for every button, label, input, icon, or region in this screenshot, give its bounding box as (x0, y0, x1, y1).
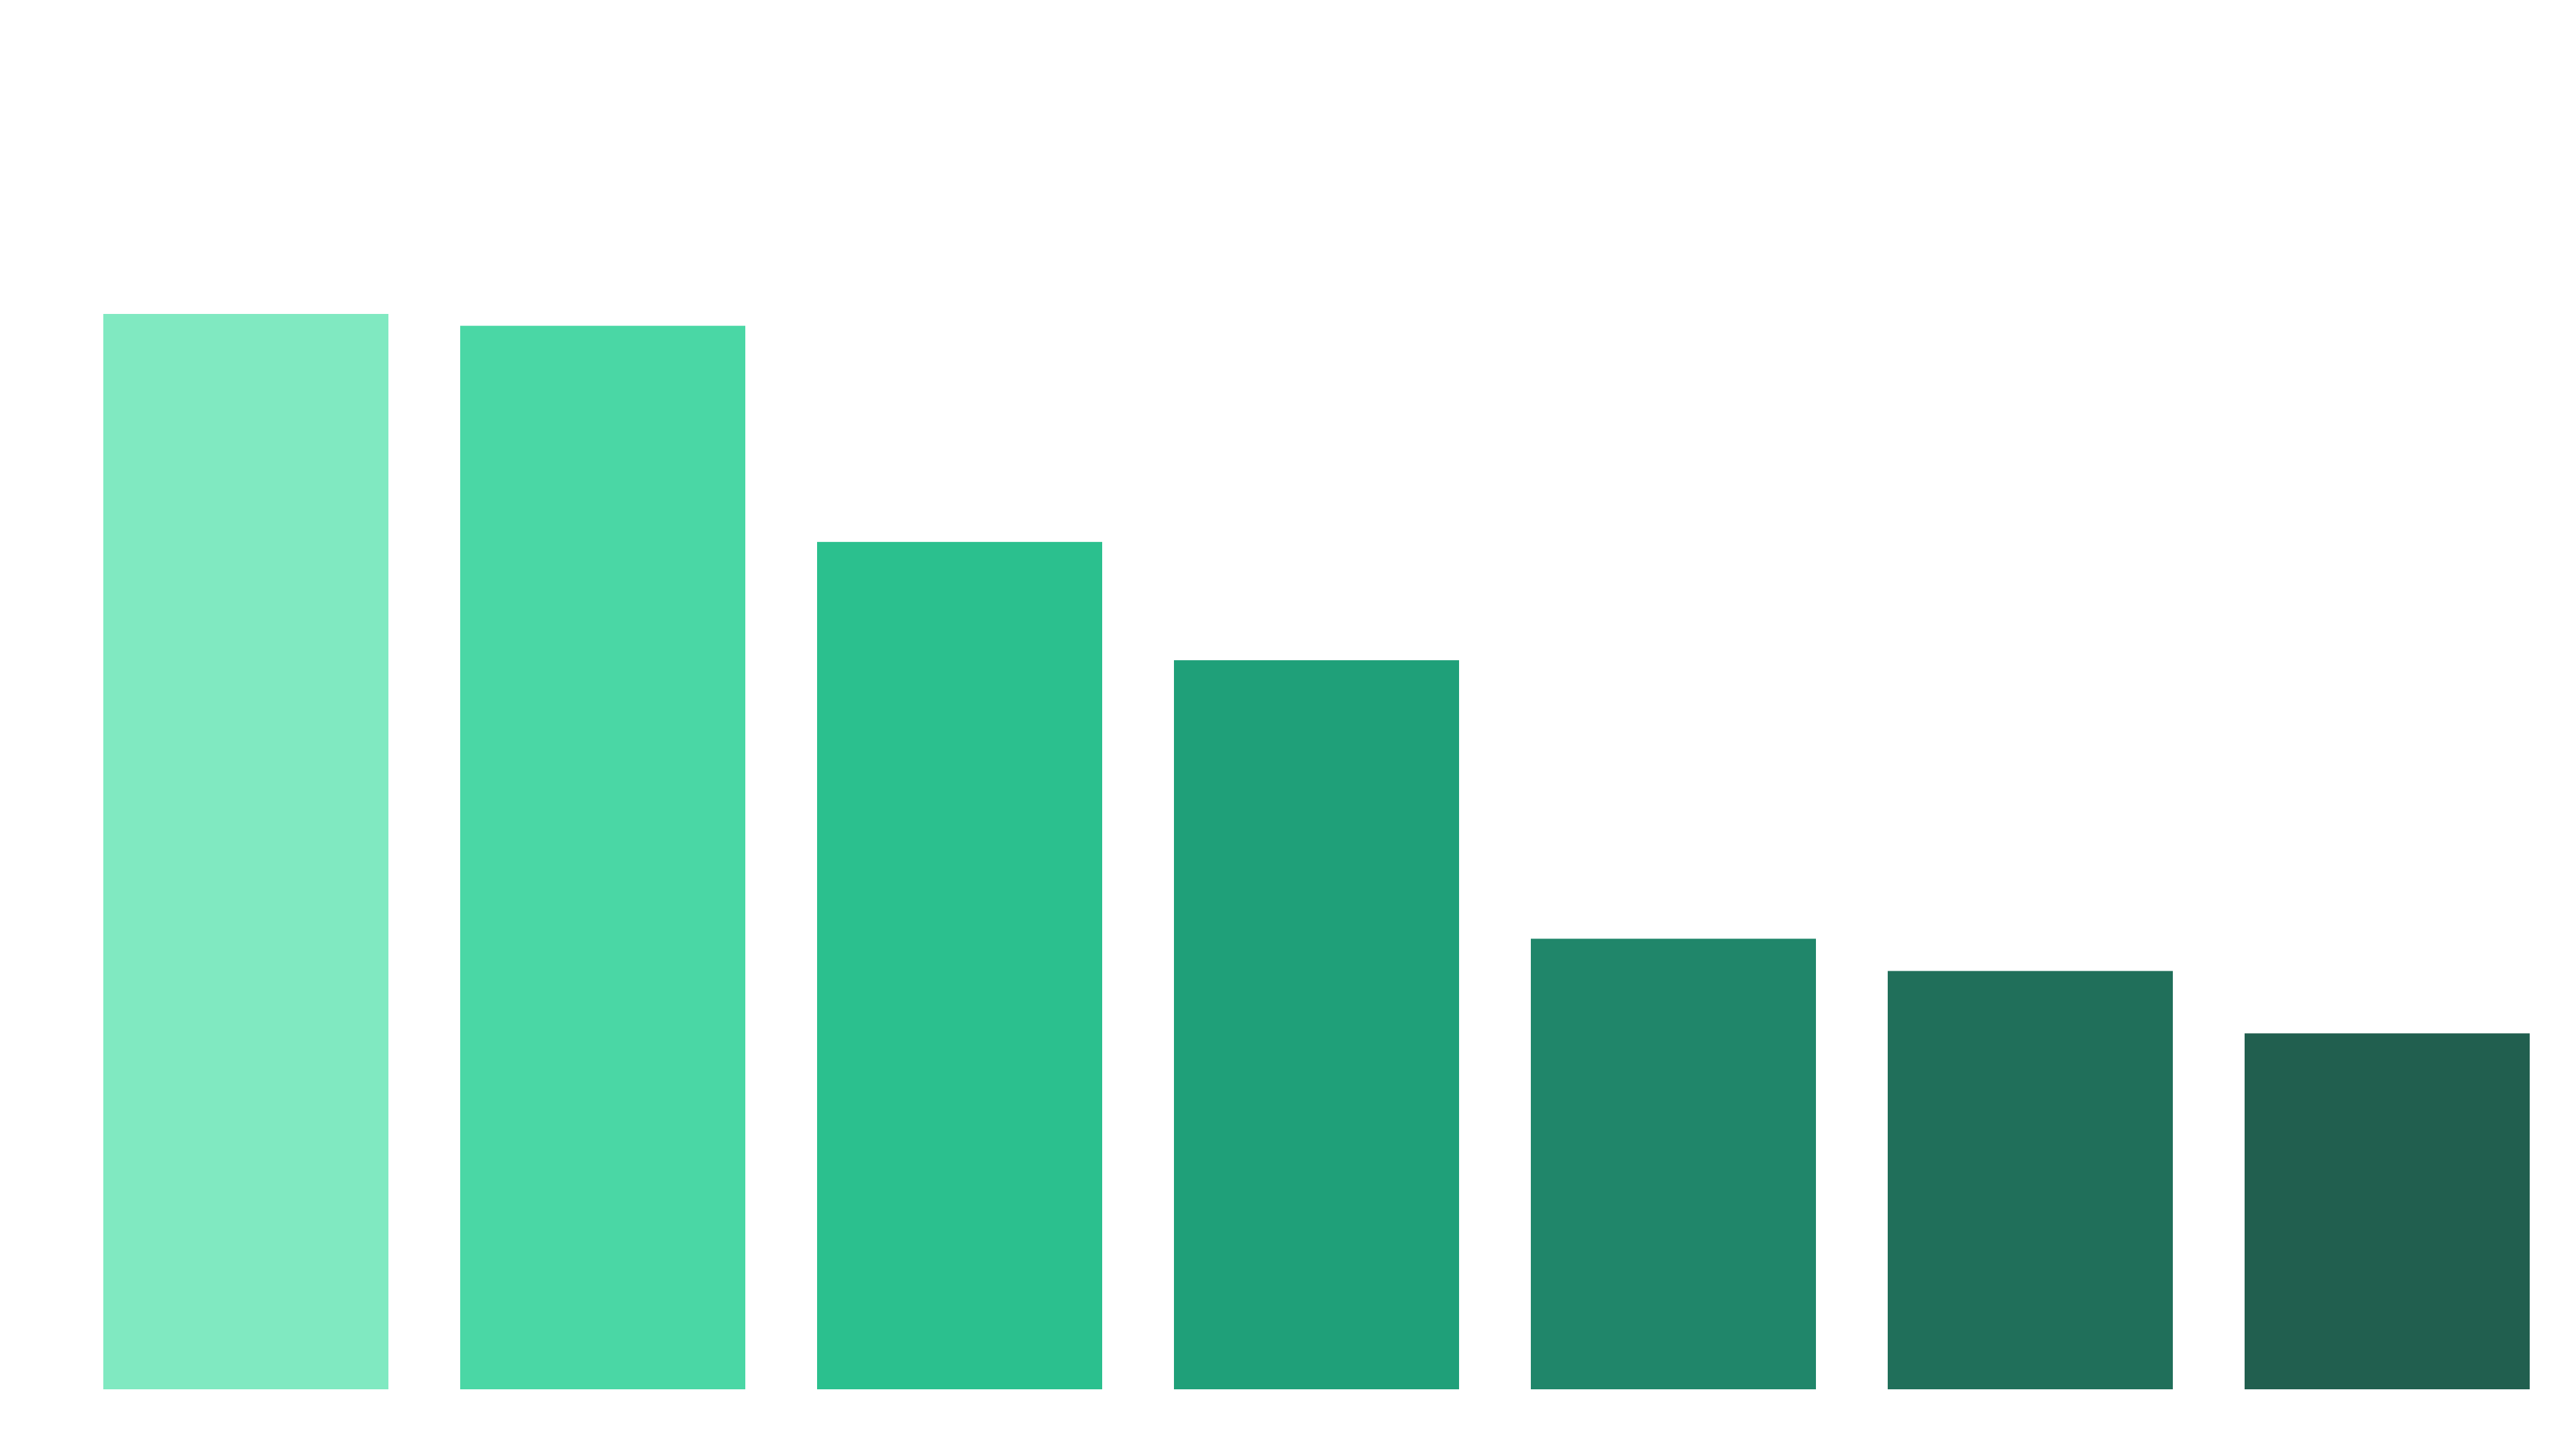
bar-4 (1174, 660, 1459, 1389)
bar-1 (103, 314, 388, 1389)
bar-6 (1888, 971, 2173, 1389)
bar-5 (1531, 938, 1816, 1389)
bar-3 (817, 541, 1102, 1390)
bar-7 (2245, 1033, 2530, 1389)
bar-2 (460, 325, 745, 1389)
